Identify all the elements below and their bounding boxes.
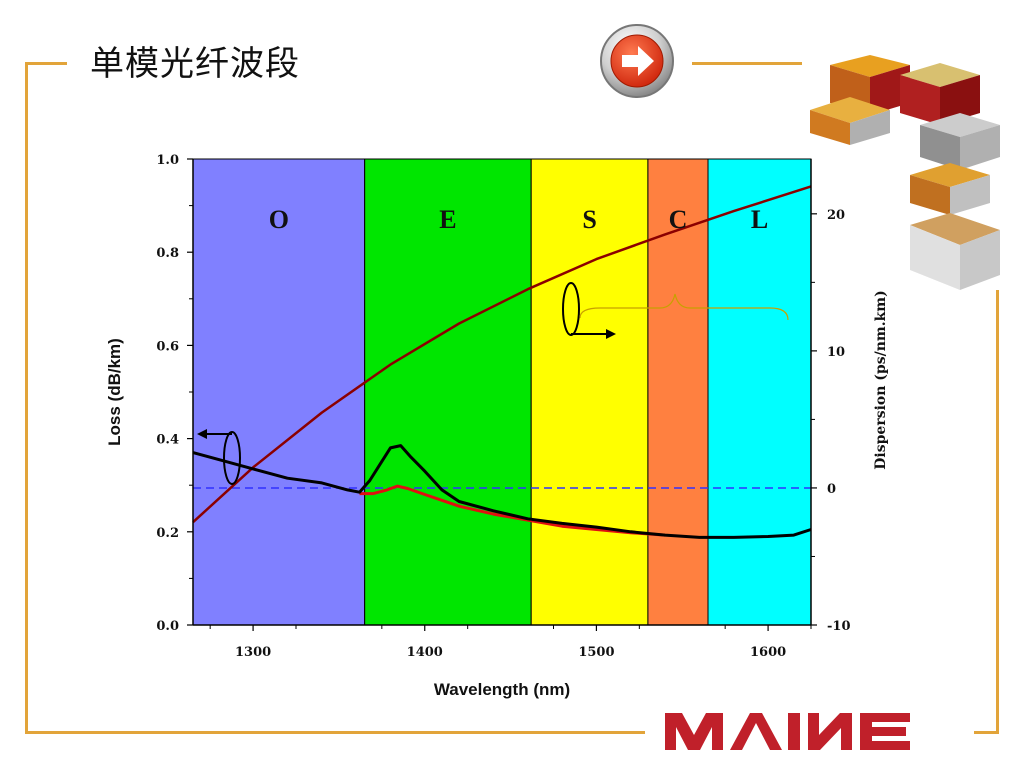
- x-tick-label: 1600: [750, 645, 786, 660]
- frame-left-line: [25, 62, 28, 734]
- y-right-tick-label: -10: [827, 619, 851, 634]
- frame-top-left-line: [25, 62, 67, 65]
- loss-curve-black: [192, 444, 812, 539]
- band-S: [530, 158, 649, 626]
- x-tick-label: 1400: [407, 645, 443, 660]
- x-tick-label: 1300: [235, 645, 271, 660]
- bands-layer: [192, 158, 812, 626]
- x-tick-label: 1500: [578, 645, 614, 660]
- brace-annotation: [579, 293, 789, 321]
- band-O: [192, 158, 366, 626]
- y-left-tick-label: 0.0: [156, 619, 179, 634]
- next-slide-button[interactable]: [598, 22, 676, 100]
- y-right-tick-label: 0: [827, 482, 836, 497]
- decorative-blocks-graphic: [810, 55, 1000, 290]
- left-arrow-icon: [197, 429, 207, 439]
- right-arrow-icon: [622, 46, 654, 76]
- band-label-C: C: [669, 205, 688, 234]
- y-right-tick-label: 10: [827, 345, 845, 360]
- frame-bottom-line: [25, 731, 645, 734]
- band-E: [364, 158, 532, 626]
- x-axis-title: Wavelength (nm): [434, 680, 570, 699]
- loss-curve-red: [359, 484, 666, 537]
- maiwe-logo: [665, 713, 910, 750]
- right-arrow-icon: [606, 329, 616, 339]
- slide-title: 单模光纤波段: [90, 44, 300, 84]
- band-label-S: S: [582, 205, 596, 234]
- labels-layer: O E S C L Wavelength (nm) Loss (dB/km) Dispersi…: [105, 205, 889, 699]
- annotations-layer: [197, 282, 789, 485]
- dispersion-curve: [192, 185, 812, 524]
- frame-top-right-line: [692, 62, 802, 65]
- band-label-O: O: [269, 205, 289, 234]
- frame-right-line: [996, 290, 999, 734]
- y-left-tick-label: 0.8: [156, 246, 179, 261]
- frame-bottom-right-line: [974, 731, 999, 734]
- y-left-tick-label: 1.0: [156, 153, 179, 168]
- band-label-E: E: [439, 205, 456, 234]
- band-label-L: L: [751, 205, 768, 234]
- y-right-tick-label: 20: [827, 208, 845, 223]
- y-axis-left-title: Loss (dB/km): [105, 338, 124, 446]
- series-layer: [192, 185, 812, 539]
- y-left-tick-label: 0.6: [156, 339, 179, 354]
- axes-layer: 1300 1400 1500 1600 0.0 0.2 0.4 0.6 0.8 1.0 -10 0 10…: [156, 153, 850, 660]
- y-axis-right-title: Dispersion (ps/nm.km): [873, 290, 889, 469]
- left-axis-indicator-ellipse: [223, 431, 241, 485]
- y-left-tick-label: 0.2: [156, 526, 179, 541]
- y-left-tick-label: 0.4: [156, 433, 179, 448]
